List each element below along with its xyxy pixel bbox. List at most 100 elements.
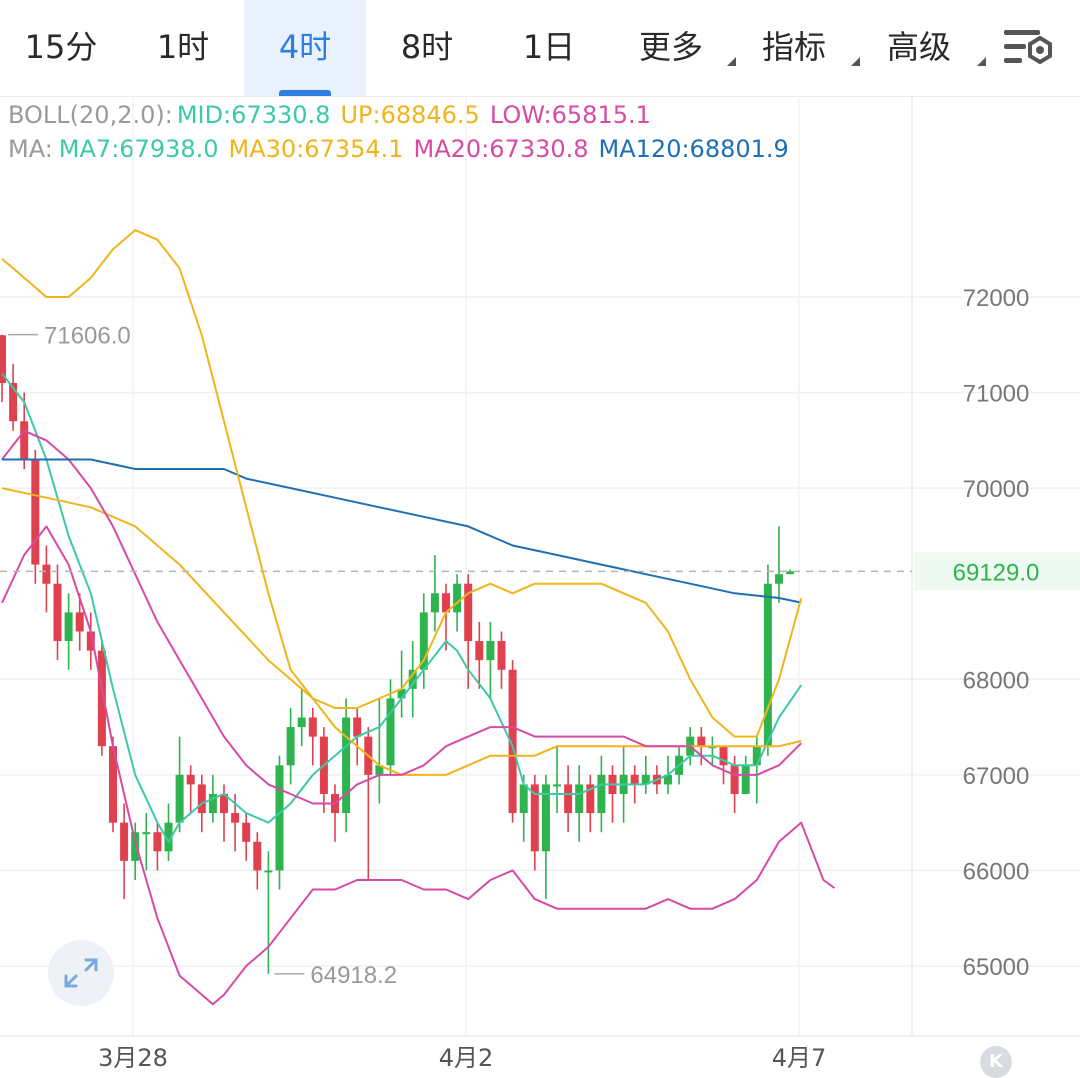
candle-body [164,822,173,852]
candle-body [242,822,251,842]
ma20-value: MA20:67330.8 [413,135,589,163]
candle-body [719,746,728,766]
candle-body [142,832,151,835]
candle-body [464,583,473,642]
candle-body [386,698,395,766]
candle-body [475,641,484,661]
expand-icon [64,958,98,988]
y-tick-label: 72000 [963,285,1030,312]
candle-body [375,765,384,775]
chart-settings-button[interactable] [1000,22,1058,74]
tab-8[interactable]: 高级 [856,0,986,96]
candle-body [530,784,539,852]
tab-4[interactable]: 8时 [366,0,488,96]
candle-body [763,583,772,747]
y-tick-label: 67000 [963,763,1030,790]
candle-body [408,669,417,689]
candle-body [786,571,795,575]
candle-body [519,784,528,814]
series-line-boll-up [1,229,803,738]
tab-label: 8时 [400,28,454,66]
tab-label: 指标 [761,28,826,66]
candle-body [630,774,639,785]
x-tick-label: 4月2 [439,1044,494,1072]
series-line-ma30 [1,487,802,776]
candle-body [664,774,672,785]
tab-label: 更多 [638,28,703,66]
chart-settings-icon [1004,30,1052,65]
tab-6[interactable]: 更多 [610,0,736,96]
ma-legend: MA: MA7:67938.0 MA30:67354.1 MA20:67330.8 MA… [8,135,799,163]
candle-body [264,870,273,873]
x-tick-label: 3月28 [98,1044,168,1072]
ma7-value: MA7:67938.0 [58,135,219,163]
candle-body [597,774,606,814]
tab-label: 高级 [886,28,951,66]
candle-body [120,822,129,861]
candle-body [308,717,317,737]
candle-body [353,717,362,737]
expand-chart-button[interactable] [48,940,114,1006]
series-line-ma120 [2,458,802,604]
candle-body [97,650,106,747]
tab-label: 4时 [278,28,332,66]
candle-body [730,765,739,794]
tab-label: 1日 [522,28,576,66]
ma-legend-prefix: MA: [8,135,53,163]
candle-body [220,793,228,814]
candle-body [42,564,51,584]
boll-low-value: LOW:65815.1 [489,101,651,129]
candle-body [297,717,306,728]
y-tick-label: 70000 [963,476,1030,503]
candle-body [442,593,450,613]
candle-body [541,784,550,852]
boll-legend: BOLL(20,2.0): MID:67330.8 UP:68846.5 LOW:65… [8,101,661,129]
candle-body [275,765,284,871]
candle-body [752,746,761,766]
candle-body [430,593,439,613]
kline-logo-icon: K [980,1046,1012,1078]
current-price-label: 69129.0 [953,559,1040,586]
candle-body [175,774,184,823]
x-tick-label: 4月7 [772,1044,827,1072]
candle-body [197,784,206,814]
series-line-ma20 [1,429,802,805]
series-line-boll-low [1,525,836,1006]
active-tab-indicator [279,90,331,96]
tab-3[interactable]: 4时 [244,0,366,96]
y-tick-label: 66000 [963,858,1030,885]
tab-2[interactable]: 1时 [122,0,244,96]
y-tick-label: 68000 [963,667,1030,694]
tab-bar-divider [0,96,1080,97]
dropdown-caret-icon [727,57,736,66]
candle-body [586,784,595,814]
candle-body [31,459,40,565]
candle-body [419,612,428,670]
candle-body [575,784,584,814]
dropdown-caret-icon [977,57,986,66]
series-line-ma7 [1,372,803,843]
candle-body [286,727,295,766]
dropdown-caret-icon [851,57,860,66]
candle-body [186,774,195,785]
ma120-value: MA120:68801.9 [598,135,789,163]
candle-body [342,717,351,814]
candle-body [53,583,62,642]
boll-mid-value: MID:67330.8 [176,101,331,129]
tab-7[interactable]: 指标 [732,0,860,96]
y-tick-label: 71000 [963,381,1030,408]
candle-body [508,669,517,814]
candle-body [109,746,117,823]
max-price-label: 71606.0 [44,323,131,350]
candlestick-chart[interactable]: 72000 71000 70000 68000 67000 66000 65000 3月28 4… [0,96,1080,1076]
tab-label: 1时 [156,28,210,66]
min-price-label: 64918.2 [310,962,397,989]
candle-body [131,832,140,861]
candle-body [253,841,262,871]
candle-body [453,583,462,613]
candle-body [9,383,18,422]
tab-5[interactable]: 1日 [488,0,610,96]
tab-1[interactable]: 15分 [0,0,122,96]
ma30-value: MA30:67354.1 [228,135,404,163]
candle-body [397,688,406,699]
